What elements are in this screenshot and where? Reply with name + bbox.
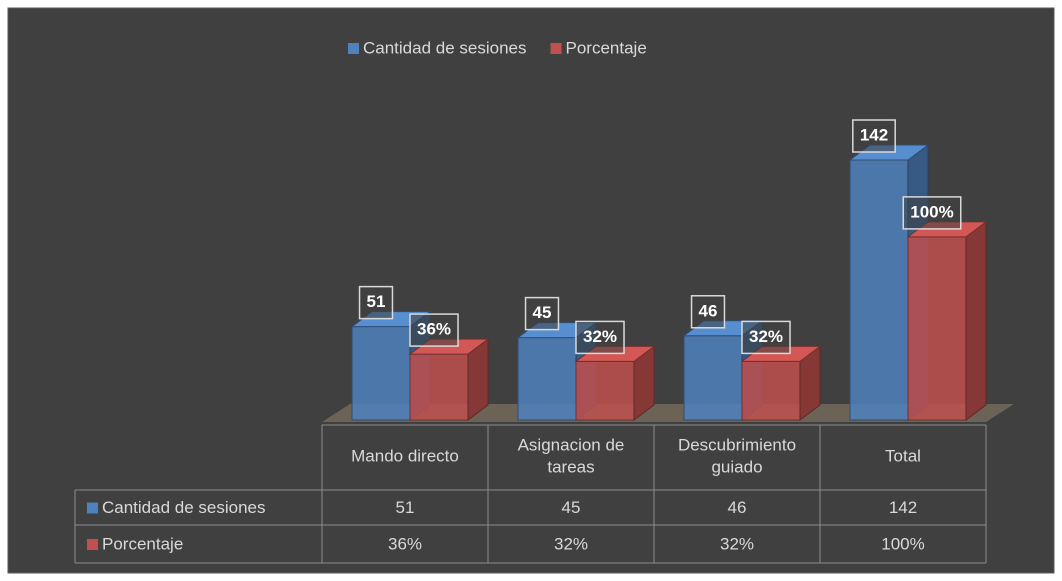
- data-label: 51: [367, 292, 386, 311]
- table-cell: 45: [562, 498, 581, 517]
- data-label: 36%: [417, 320, 451, 339]
- data-label: 100%: [910, 202, 953, 221]
- category-label: Mando directo: [351, 447, 459, 466]
- table-row-label: Cantidad de sesiones: [102, 498, 266, 517]
- data-label-box: [690, 295, 726, 329]
- table-row-label: Porcentaje: [102, 534, 183, 553]
- data-label-box: [358, 285, 394, 320]
- data-label-box: [902, 196, 962, 230]
- bar: [740, 345, 822, 421]
- data-label: 32%: [583, 327, 617, 346]
- bar-front: [409, 353, 469, 421]
- table-cell: 32%: [554, 534, 588, 553]
- category-label: Descubrimiento guiado: [678, 436, 796, 477]
- legend-label: Cantidad de sesiones: [363, 38, 527, 57]
- table-cell: 100%: [881, 534, 924, 553]
- legend-swatch: [348, 43, 359, 54]
- table-cell: 36%: [388, 534, 422, 553]
- bar-front: [741, 360, 801, 421]
- data-label: 142: [860, 125, 888, 144]
- data-label: 45: [533, 303, 552, 322]
- table-cell: 46: [728, 498, 747, 517]
- data-label-box: [852, 119, 896, 153]
- data-label: 32%: [749, 327, 783, 346]
- data-label: 46: [699, 301, 718, 320]
- bar-front: [683, 335, 743, 421]
- table-swatch: [87, 502, 98, 514]
- table-cell: 51: [396, 498, 415, 517]
- data-label-box: [409, 313, 459, 347]
- bar: [906, 220, 988, 421]
- legend-swatch: [550, 43, 562, 54]
- bar: [574, 345, 656, 421]
- table-cell: 32%: [720, 534, 754, 553]
- data-label-box: [575, 320, 625, 355]
- bar-front: [351, 326, 411, 421]
- data-label-box: [741, 320, 791, 355]
- bar: [408, 338, 490, 421]
- bar-side: [965, 220, 987, 421]
- table-swatch: [87, 539, 98, 550]
- table-cell: 142: [889, 498, 917, 517]
- bar-front: [907, 236, 967, 421]
- category-label: Total: [885, 447, 921, 466]
- bar-front: [575, 360, 635, 421]
- bar-front: [517, 337, 577, 421]
- bar-front: [849, 159, 909, 421]
- legend-label: Porcentaje: [566, 38, 647, 57]
- floor: [322, 404, 1014, 422]
- category-label: Asignacion de tareas: [518, 436, 625, 477]
- data-label-box: [524, 296, 560, 331]
